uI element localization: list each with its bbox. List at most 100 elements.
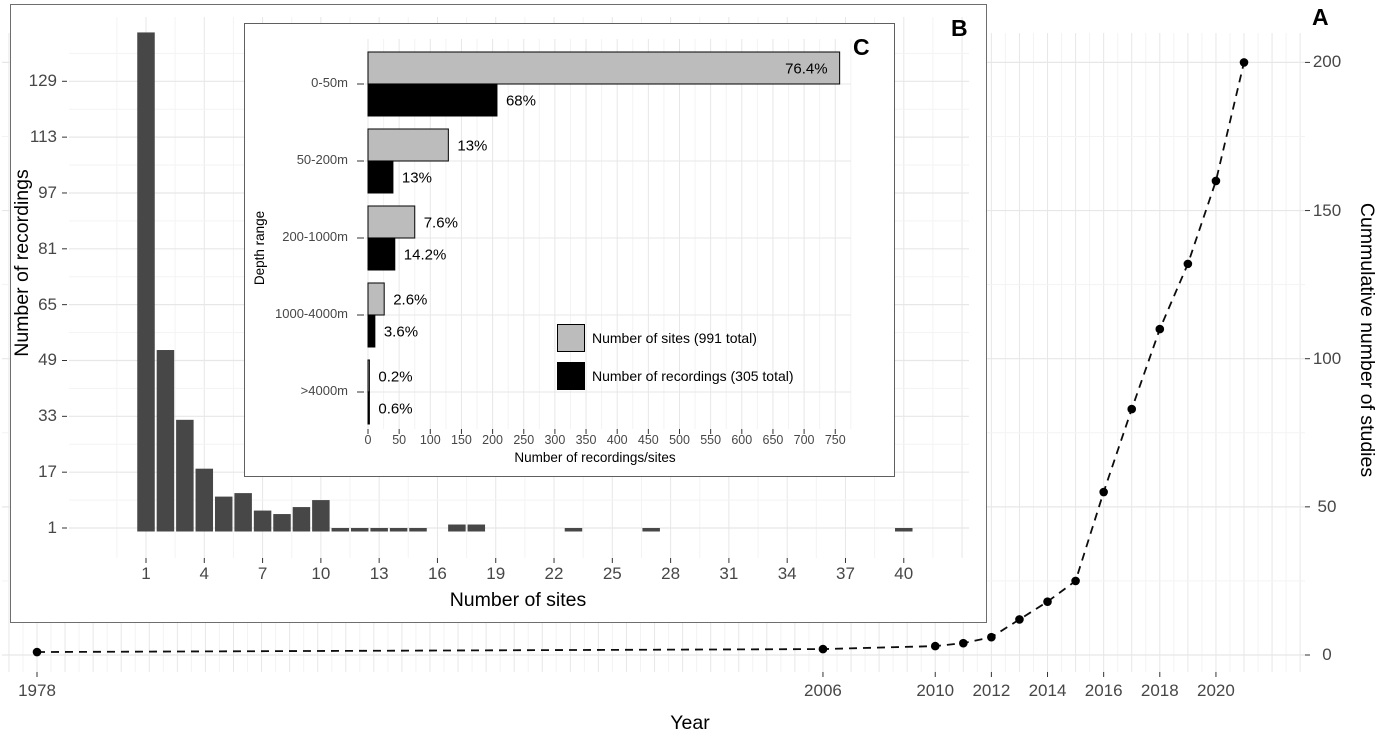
panel-c-x-tick-label: 0 bbox=[364, 433, 372, 447]
panel-a-x-tick-label: 2010 bbox=[916, 681, 955, 700]
panel-a-x-tick-label: 1978 bbox=[18, 681, 56, 700]
legend-row-recordings: Number of recordings (305 total) bbox=[557, 362, 794, 390]
panel-c-plot: 76.4% 68% 13% 13% 7.6% 14.2% 2.6% 3.6% 0.2% 0.6% bbox=[357, 39, 852, 434]
data-point bbox=[930, 641, 940, 651]
panel-a-y-tick-label: 0 bbox=[1322, 645, 1332, 664]
panel-c-x-tick-label: 300 bbox=[544, 433, 566, 447]
panel-c-y-axis-title: Depth range bbox=[252, 210, 267, 286]
panel-b-label: B bbox=[951, 15, 968, 41]
panel-c-legend: Number of sites (991 total) Number of re… bbox=[557, 324, 794, 390]
panel-b-x-tick-label: 7 bbox=[257, 564, 268, 583]
data-point bbox=[1015, 615, 1024, 624]
data-point bbox=[818, 644, 828, 654]
data-point bbox=[987, 632, 996, 642]
data-point bbox=[1099, 487, 1108, 497]
panel-a-x-tick-label: 2018 bbox=[1140, 681, 1179, 700]
sites-bar-label: 13% bbox=[457, 138, 487, 155]
panel-b-y-tick-label: 113 bbox=[29, 127, 57, 147]
recordings-bar bbox=[367, 314, 376, 348]
panel-c-x-axis-title: Number of recordings/sites bbox=[514, 450, 676, 465]
panel-a-label: A bbox=[1312, 4, 1329, 30]
panel-c-x-tick-label: 350 bbox=[575, 433, 597, 447]
sites-bar-label: 7.6% bbox=[424, 215, 458, 232]
recordings-bar bbox=[234, 493, 252, 532]
data-point bbox=[1071, 576, 1080, 586]
panel-b-x-tick-label: 25 bbox=[602, 564, 622, 583]
panel-b-x-axis-title: Number of sites bbox=[449, 589, 587, 611]
legend-swatch-recordings bbox=[557, 362, 585, 390]
recordings-bar bbox=[370, 528, 388, 532]
panel-b-y-tick-label: 49 bbox=[38, 350, 57, 370]
recordings-bar bbox=[312, 500, 330, 532]
panel-c-x-tick-label: 200 bbox=[482, 433, 504, 447]
panel-b-y-tick-label: 81 bbox=[38, 238, 57, 258]
panel-a-y-axis-title: Cummulative number of studies bbox=[1356, 202, 1378, 478]
recordings-bar-label: 3.6% bbox=[384, 324, 418, 341]
recordings-bar bbox=[176, 419, 194, 532]
data-point bbox=[32, 647, 42, 657]
panel-b-x-tick-label: 40 bbox=[894, 564, 914, 583]
panel-c-category-label: 1000-4000m bbox=[275, 306, 348, 321]
panel-b-x-tick-label: 31 bbox=[719, 564, 739, 583]
panel-b-x-tick-label: 19 bbox=[486, 564, 506, 583]
recordings-bar bbox=[642, 528, 660, 532]
panel-a-y-tick-label: 200 bbox=[1312, 52, 1342, 72]
legend-label-sites: Number of sites (991 total) bbox=[592, 330, 757, 346]
recordings-bar bbox=[367, 391, 370, 425]
data-point bbox=[1155, 324, 1165, 334]
panel-a-x-tick-label: 2006 bbox=[804, 681, 842, 700]
panel-b-x-tick-label: 1 bbox=[141, 564, 151, 583]
panel-c-x-tick-label: 500 bbox=[669, 433, 690, 447]
recordings-bar bbox=[564, 528, 583, 532]
recordings-bar bbox=[367, 160, 394, 194]
panel-c-label: C bbox=[853, 34, 870, 60]
panel-c-x-tick-label: 150 bbox=[451, 433, 472, 447]
panel-b-y-tick-label: 33 bbox=[38, 406, 57, 426]
legend-swatch-sites bbox=[557, 324, 585, 352]
panel-c-category-label: >4000m bbox=[300, 383, 348, 398]
panel-a-x-tick-label: 2012 bbox=[972, 681, 1011, 700]
panel-b-x-tick-label: 16 bbox=[427, 564, 447, 583]
recordings-bar bbox=[156, 350, 175, 532]
panel-c-x-tick-label: 600 bbox=[731, 433, 753, 447]
data-point bbox=[1183, 259, 1193, 269]
sites-bar bbox=[367, 282, 385, 316]
panel-c-x-tick-label: 750 bbox=[824, 433, 846, 447]
panel-a-x-tick-label: 2016 bbox=[1084, 681, 1123, 700]
recordings-bar bbox=[195, 468, 214, 532]
sites-bar bbox=[367, 359, 370, 393]
sites-bar bbox=[367, 51, 841, 85]
panel-b-x-tick-label: 4 bbox=[199, 564, 210, 583]
panel-c-x-tick-label: 650 bbox=[762, 433, 784, 447]
sites-bar-label: 0.2% bbox=[378, 369, 412, 386]
panel-c-x-tick-label: 100 bbox=[419, 433, 441, 447]
panel-c-x-tick-label: 450 bbox=[637, 433, 659, 447]
recordings-bar-label: 13% bbox=[402, 170, 432, 187]
recordings-bar bbox=[367, 83, 498, 117]
recordings-bar-label: 68% bbox=[506, 93, 536, 110]
data-point bbox=[1239, 58, 1249, 67]
panel-b-y-tick-label: 65 bbox=[38, 294, 57, 314]
panel-a-x-tick-label: 2020 bbox=[1197, 681, 1235, 700]
panel-b-y-axis-title: Number of recordings bbox=[11, 169, 33, 357]
recordings-bar bbox=[409, 528, 427, 532]
recordings-bar bbox=[350, 528, 369, 532]
sites-bar-label: 76.4% bbox=[785, 61, 828, 78]
panel-b-x-tick-label: 28 bbox=[661, 564, 681, 583]
panel-c-x-tick-label: 550 bbox=[700, 433, 722, 447]
sites-bar-label: 2.6% bbox=[393, 292, 427, 309]
panel-a-y-tick-label: 50 bbox=[1317, 496, 1337, 516]
recordings-bar bbox=[214, 496, 233, 532]
panel-a-y-tick-label: 100 bbox=[1312, 348, 1342, 368]
recordings-bar bbox=[467, 524, 486, 532]
recordings-bar bbox=[448, 524, 466, 532]
panel-b-x-tick-label: 13 bbox=[369, 564, 389, 583]
recordings-bar bbox=[253, 510, 272, 532]
recordings-bar bbox=[292, 507, 311, 532]
recordings-bar bbox=[331, 528, 350, 532]
data-point bbox=[1043, 597, 1052, 606]
panel-c-x-tick-label: 50 bbox=[392, 433, 407, 447]
data-point bbox=[1127, 404, 1137, 414]
cumulative-studies-line bbox=[36, 62, 1245, 653]
